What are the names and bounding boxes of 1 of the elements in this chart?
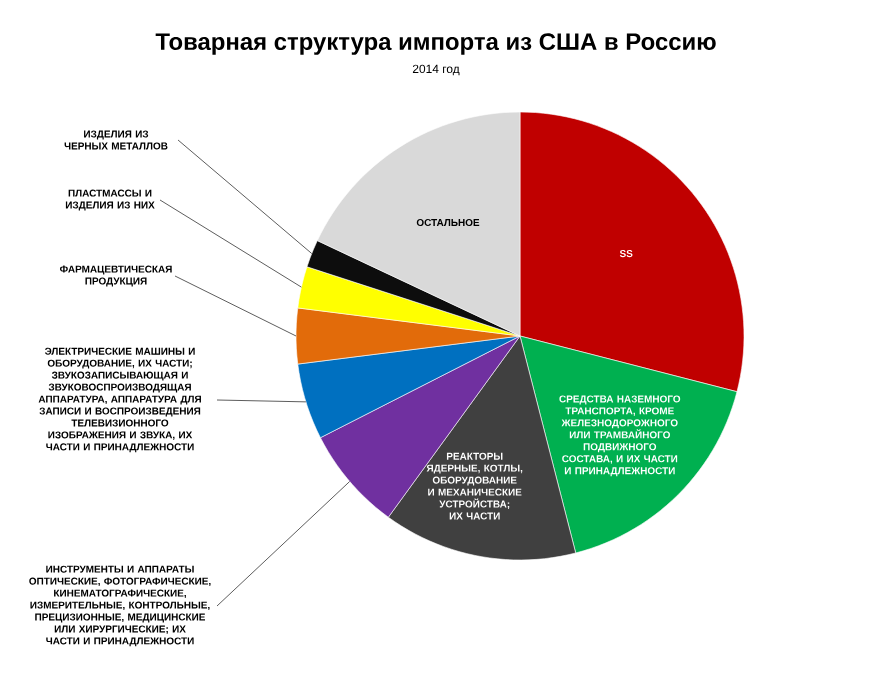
- chart-title: Товарная структура импорта из США в Россию: [155, 33, 716, 55]
